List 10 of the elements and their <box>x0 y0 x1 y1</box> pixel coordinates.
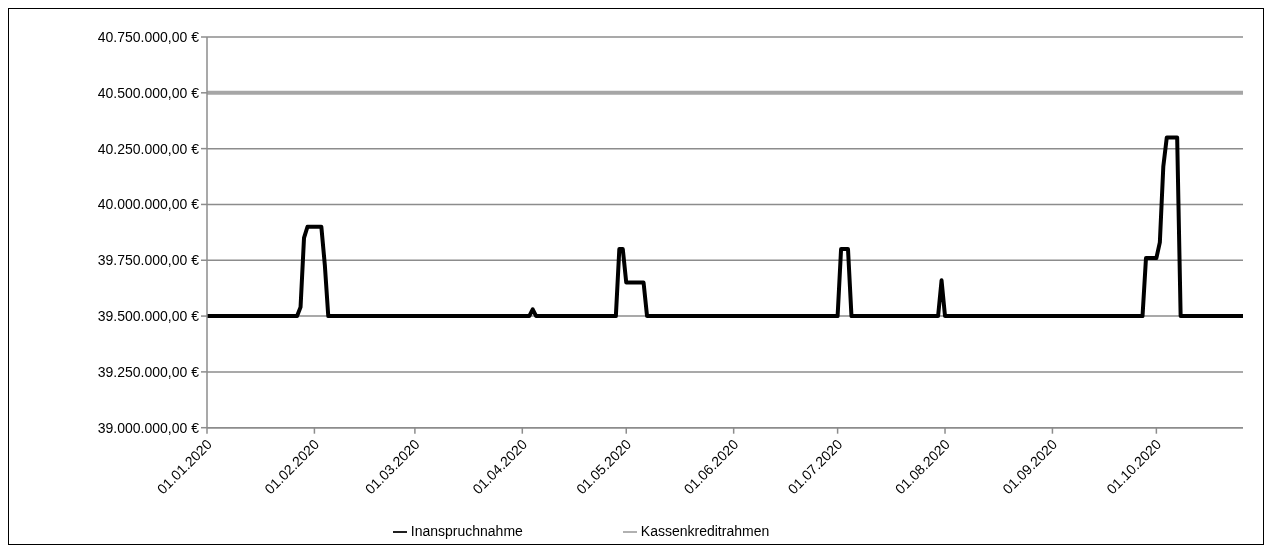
legend-label: Kassenkreditrahmen <box>640 522 770 539</box>
y-tick-label: 39.250.000,00 € <box>97 363 200 380</box>
y-tick-label: 39.500.000,00 € <box>97 308 200 325</box>
y-tick-label: 40.750.000,00 € <box>97 28 200 45</box>
y-tick-label: 39.750.000,00 € <box>97 252 200 269</box>
y-tick-label: 40.000.000,00 € <box>97 196 200 213</box>
y-tick-label: 39.000.000,00 € <box>97 419 200 436</box>
y-tick-label: 40.250.000,00 € <box>97 140 200 157</box>
y-tick-label: 40.500.000,00 € <box>97 84 200 101</box>
legend-label: Inanspruchnahme <box>410 522 523 539</box>
